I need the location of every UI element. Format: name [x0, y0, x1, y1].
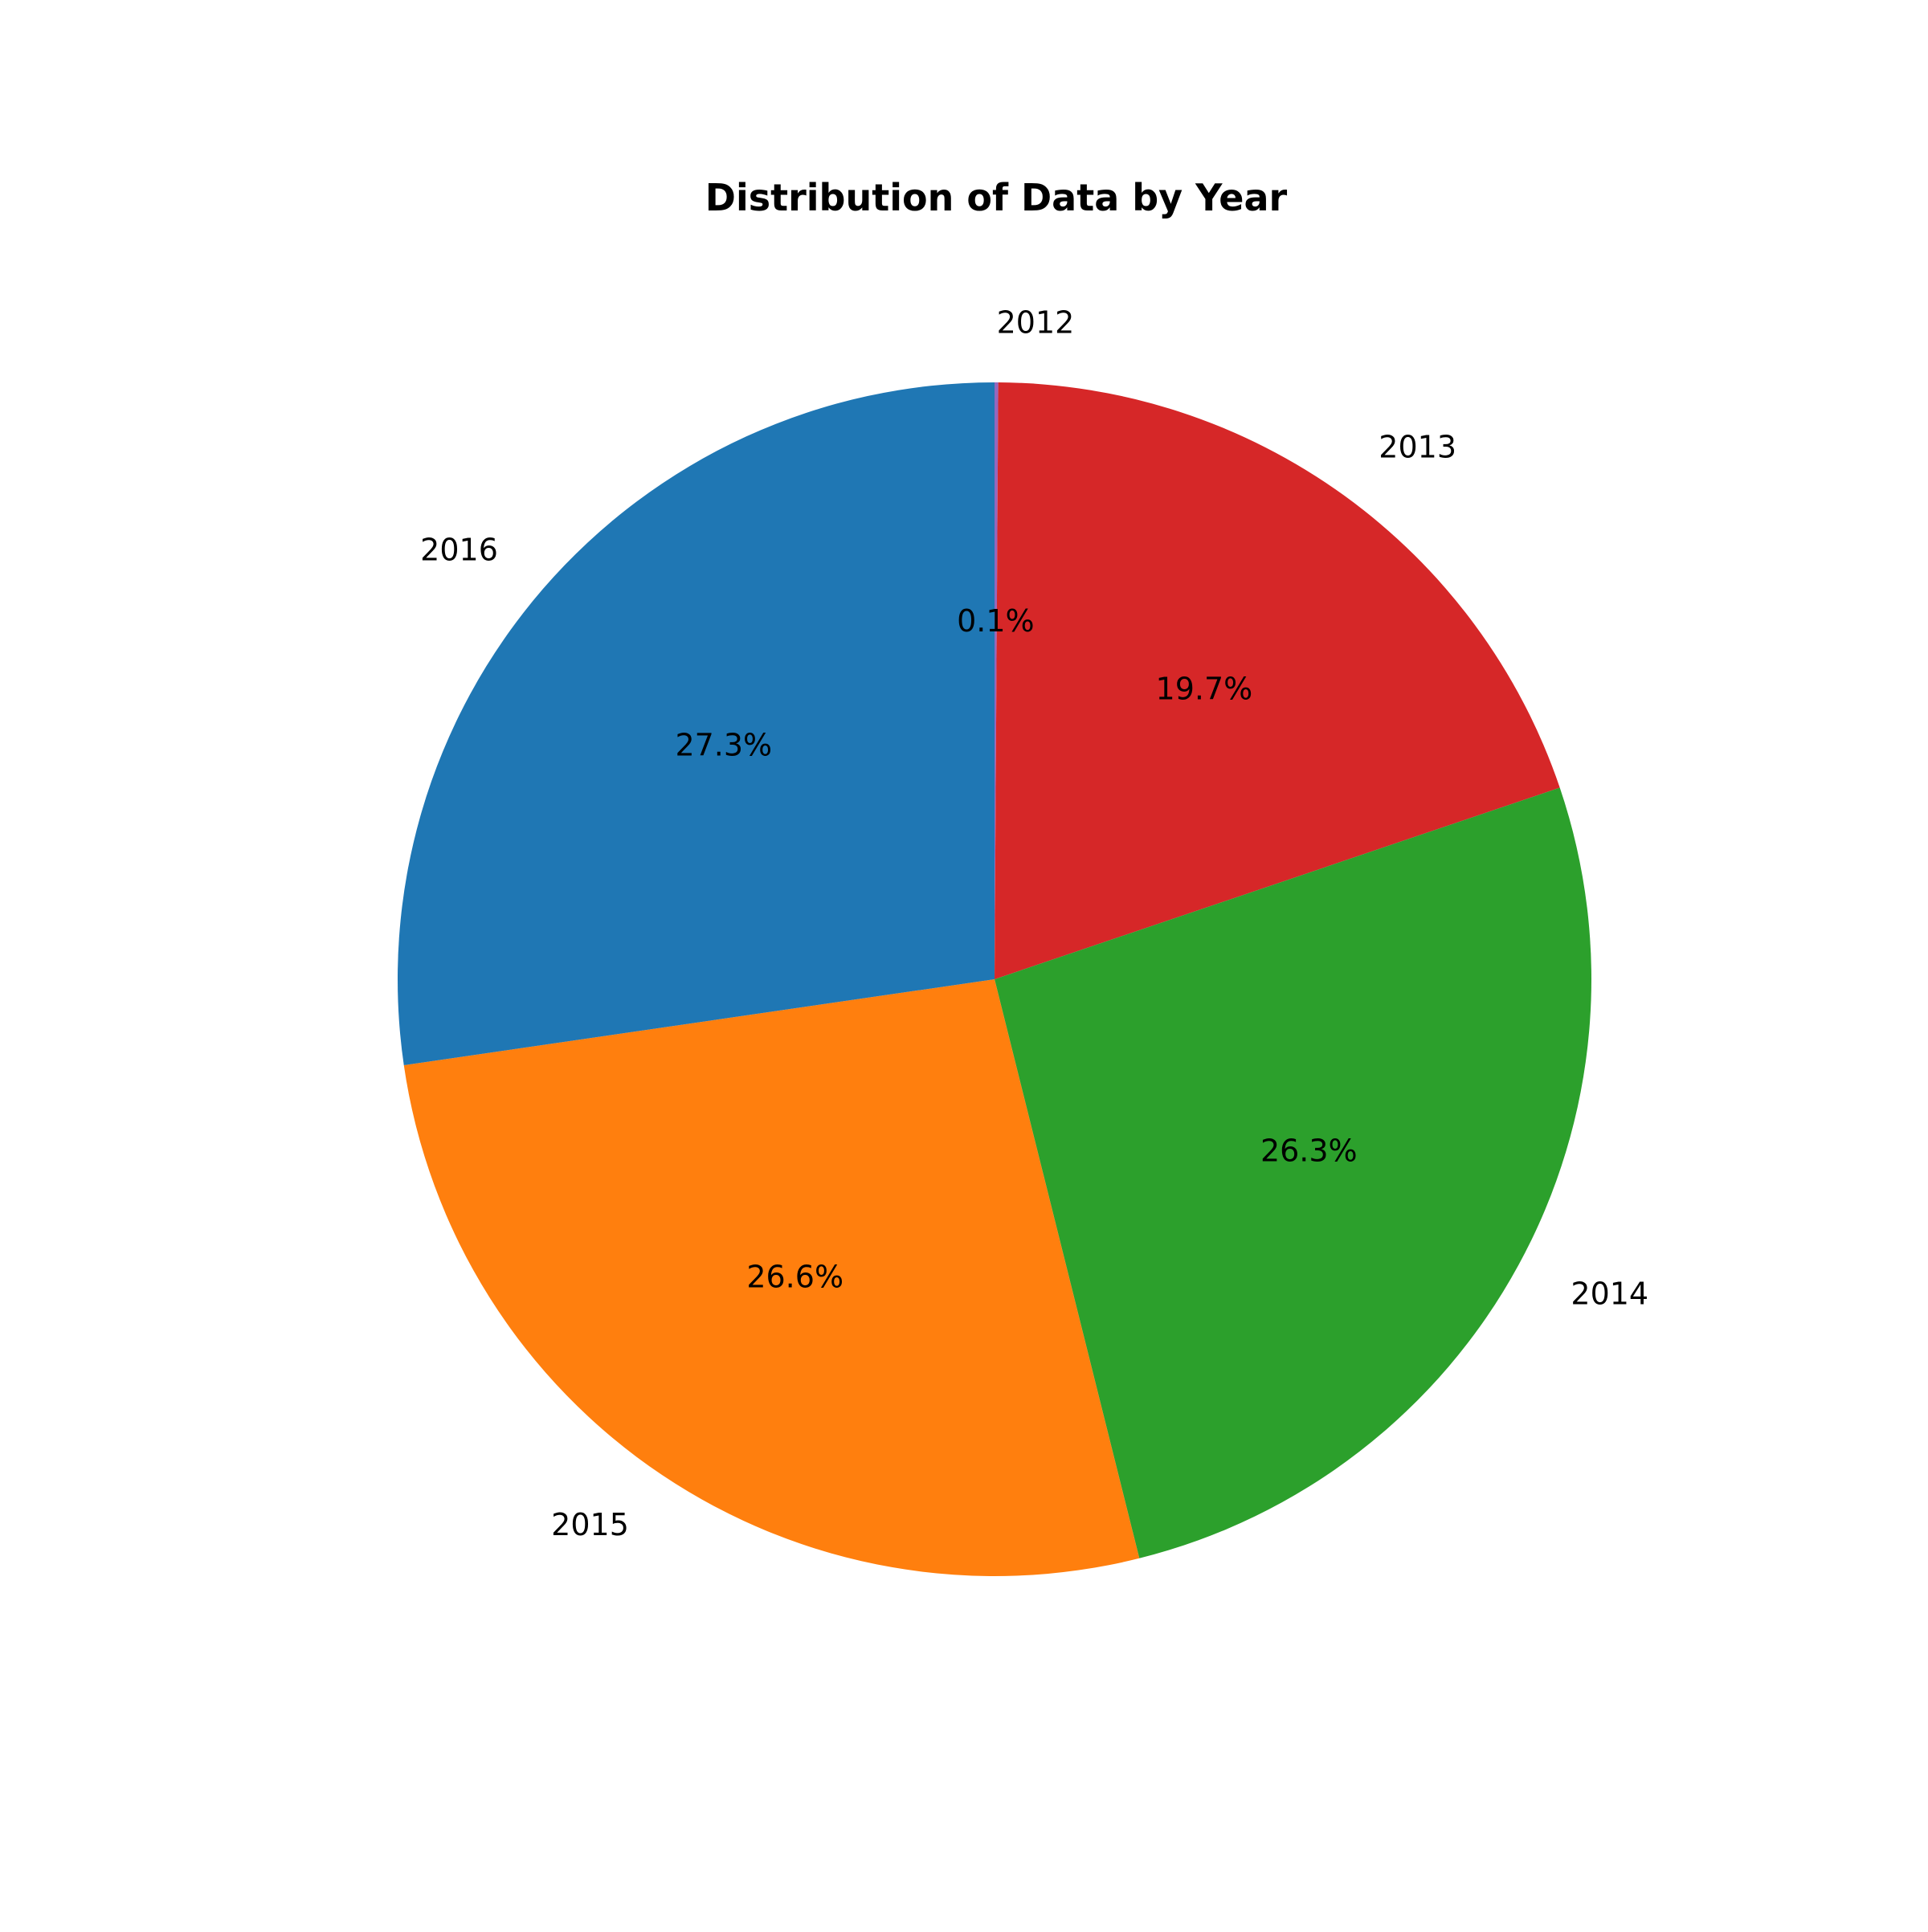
pie-labels: 2012 0.1% 2013 19.7% 2014 26.3% 2015 26.6% 2016 2… — [420, 305, 1648, 1542]
slice-label-2012: 2012 — [997, 305, 1075, 341]
pie-slice-2013 — [995, 382, 1560, 979]
chart-title: Distribution of Data by Year — [705, 176, 1288, 219]
pie-slice-2016 — [397, 382, 995, 1065]
percent-label-2015: 26.6% — [746, 1259, 844, 1294]
percent-label-2014: 26.3% — [1260, 1133, 1358, 1169]
pie-slice-2012 — [995, 382, 999, 979]
pie-slice-2015 — [403, 979, 1140, 1576]
pie-slice-2014 — [995, 787, 1591, 1558]
slice-label-2014: 2014 — [1571, 1276, 1648, 1312]
percent-label-2013: 19.7% — [1156, 672, 1253, 707]
slice-label-2013: 2013 — [1379, 429, 1456, 464]
slice-label-2016: 2016 — [420, 532, 498, 567]
percent-label-2016: 27.3% — [675, 727, 772, 762]
percent-label-2012: 0.1% — [957, 603, 1035, 639]
pie-slices — [397, 382, 1591, 1576]
slice-label-2015: 2015 — [551, 1507, 629, 1542]
